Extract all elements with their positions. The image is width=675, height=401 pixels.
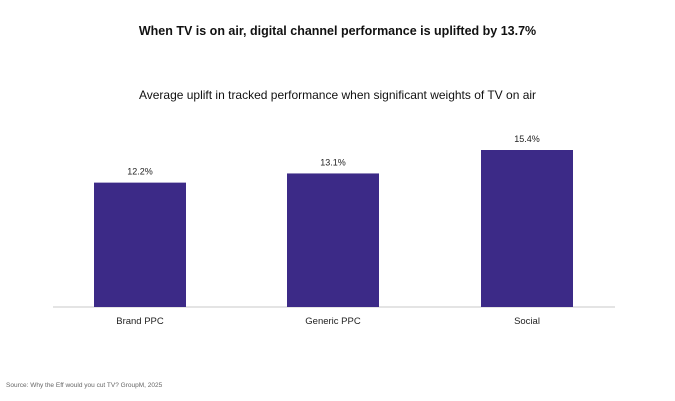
source-note: Source: Why the Eff would you cut TV? Gr… [6,382,163,389]
bar-social [481,150,573,307]
category-label: Generic PPC [305,316,361,327]
bar-brand-ppc [94,182,186,307]
chart-subtitle: Average uplift in tracked performance wh… [138,88,537,102]
bar-value-label: 12.2% [127,167,153,177]
bar-value-label: 13.1% [320,157,346,167]
bar-value-label: 15.4% [514,134,540,144]
page-title: When TV is on air, digital channel perfo… [138,24,537,38]
category-label: Social [514,316,540,327]
category-label: Brand PPC [116,316,164,327]
bar-generic-ppc [287,173,379,307]
